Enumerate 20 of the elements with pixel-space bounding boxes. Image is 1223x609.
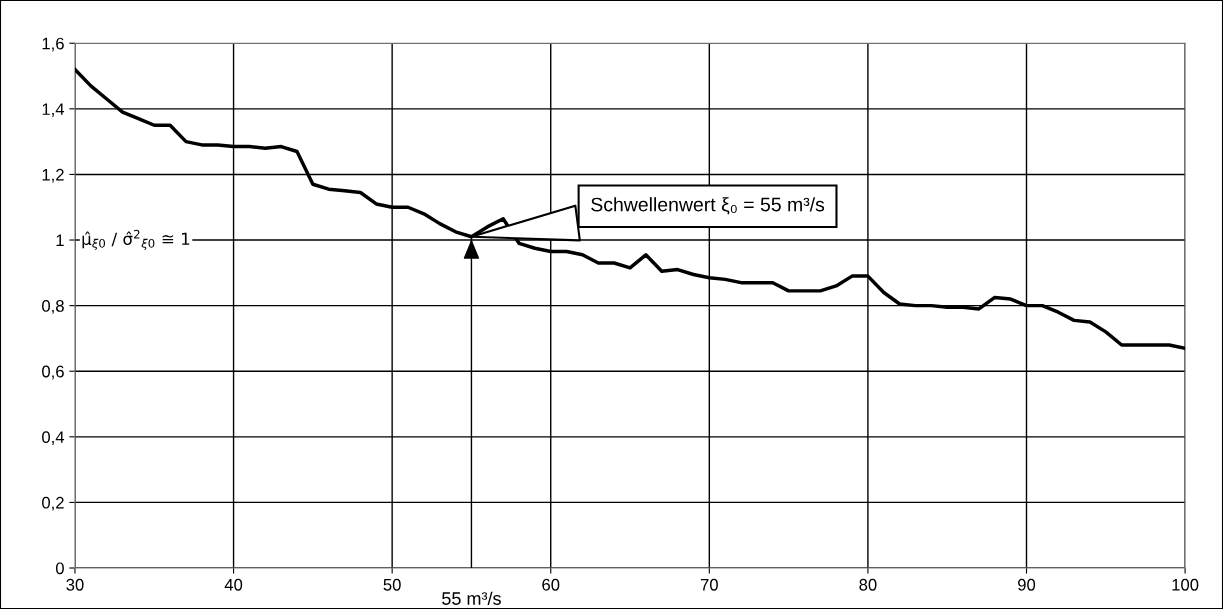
annotation: μ̂$_{ξ0}$ / σ̂$^{2}$$_{ξ0}$ ≅ 1: [82, 229, 190, 250]
x-tick-label: 30: [66, 578, 84, 591]
annotation: Schwellenwert ξ₀ = 55 m³/s: [591, 197, 825, 215]
y-tick-label: 0,8: [42, 300, 64, 314]
y-tick-label: 0,2: [42, 496, 64, 511]
x-tick-label: 90: [1018, 578, 1036, 591]
x-tick-label: 70: [700, 578, 718, 591]
y-tick-label: 0: [55, 562, 64, 575]
y-tick-label: 1,6: [42, 37, 64, 52]
y-tick-label: 0,4: [42, 431, 65, 445]
y-tick-label: 1,2: [42, 168, 64, 183]
x-tick-label: 50: [383, 578, 401, 591]
y-tick-label: 1: [56, 234, 64, 247]
y-tick-label: 1,4: [42, 103, 65, 118]
y-tick-label: 0,6: [42, 365, 64, 380]
x-tick-label: 40: [224, 578, 243, 591]
ref-line-label: 55 m³/s: [442, 591, 501, 605]
x-tick-label: 100: [1172, 578, 1199, 591]
x-tick-label: 60: [542, 578, 560, 591]
x-tick-label: 80: [859, 578, 877, 591]
